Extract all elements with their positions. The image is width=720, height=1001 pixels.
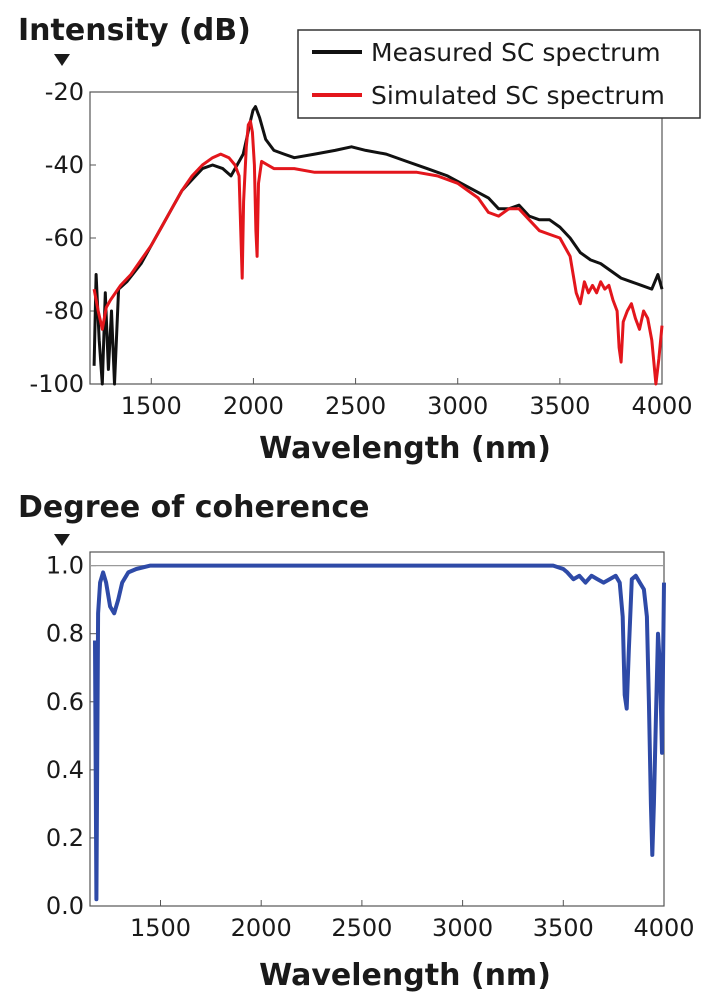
x-tick-label: 2500 [331, 914, 392, 942]
legend-label-measured: Measured SC spectrum [371, 38, 661, 67]
y-tick-label: -20 [45, 78, 84, 106]
coherence-chart: Degree of coherence 1.0 0.8 0.6 0.4 0.2 0.0 1… [18, 490, 695, 993]
y-tick-label: 0.2 [46, 824, 84, 852]
y-tick-label: -40 [45, 151, 84, 179]
x-tick-label: 2000 [231, 914, 292, 942]
x-tick-label: 2500 [325, 392, 386, 420]
legend: Measured SC spectrum Simulated SC spectr… [297, 29, 701, 119]
x-tick-label: 3500 [533, 914, 594, 942]
x-tick-label: 3000 [427, 392, 488, 420]
simulated-series-line [92, 119, 664, 386]
x-tick-label: 2000 [223, 392, 284, 420]
coherence-plot-frame [89, 551, 665, 907]
y-tick-label: 1.0 [46, 552, 84, 580]
intensity-x-axis-label: Wavelength (nm) [259, 431, 551, 466]
x-tick-label: 3000 [432, 914, 493, 942]
intensity-chart: Intensity (dB) -20 -40 -60 -80 -100 1500 2000… [18, 13, 701, 466]
y-tick-label: 0.6 [46, 688, 84, 716]
y-tick-label: -100 [30, 370, 84, 398]
y-axis-arrow-icon [54, 54, 70, 66]
x-tick-label: 4000 [631, 392, 692, 420]
x-tick-label: 4000 [633, 914, 694, 942]
coherence-series-line [93, 563, 666, 902]
x-tick-label: 1500 [121, 392, 182, 420]
legend-box [297, 29, 701, 119]
coherence-x-axis-label: Wavelength (nm) [259, 958, 551, 993]
legend-label-simulated: Simulated SC spectrum [371, 81, 665, 110]
x-tick-label: 1500 [130, 914, 191, 942]
y-tick-label: 0.4 [46, 756, 84, 784]
y-tick-label: 0.8 [46, 620, 84, 648]
y-tick-label: -80 [45, 297, 84, 325]
coherence-y-axis-label: Degree of coherence [18, 490, 370, 525]
intensity-y-axis-label: Intensity (dB) [18, 13, 251, 48]
y-tick-label: 0.0 [46, 892, 84, 920]
measured-series-line [92, 105, 664, 386]
x-tick-label: 3500 [529, 392, 590, 420]
y-tick-label: -60 [45, 224, 84, 252]
intensity-plot-frame [89, 91, 663, 385]
y-axis-arrow-icon [54, 534, 70, 546]
